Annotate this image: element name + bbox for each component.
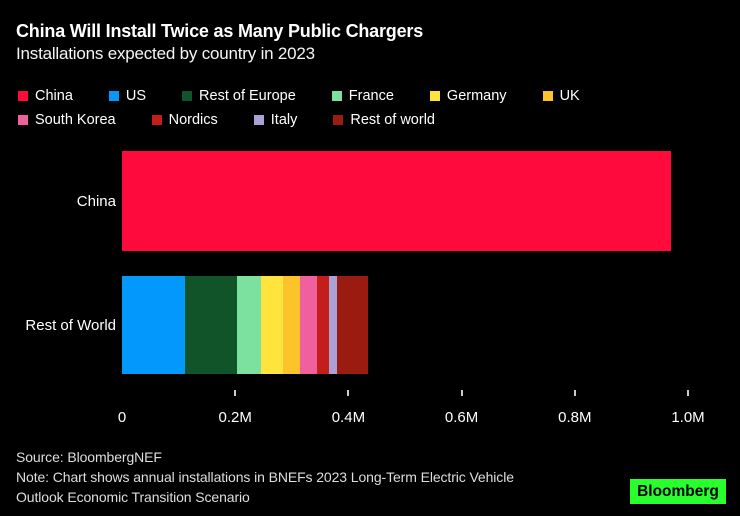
bar-segment-china: [122, 151, 671, 251]
x-axis-label-0: 0: [117, 409, 127, 426]
bar-segment-rest-of-world: [337, 276, 369, 374]
legend-swatch-us: [108, 91, 119, 101]
legend-swatch-italy: [253, 115, 264, 125]
legend-row-1: China US Rest of Europe France Germany UK: [18, 84, 580, 108]
category-label-rest-of-world: Rest of World: [25, 316, 116, 334]
bar-rest-of-world: [122, 276, 369, 374]
bar-segment-rest-of-europe: [185, 276, 238, 374]
x-axis-tick-0-6m: [460, 390, 463, 396]
legend-label-us: US: [125, 88, 147, 104]
note-text-line2: Outlook Economic Transition Scenario: [16, 489, 250, 505]
legend-label-uk: UK: [559, 88, 580, 104]
legend-item-nordics: Nordics: [151, 112, 218, 128]
note-text-line1: Note: Chart shows annual installations i…: [16, 469, 514, 485]
x-axis-label-0-4m: 0.4M: [331, 409, 366, 426]
chart-title: China Will Install Twice as Many Public …: [16, 21, 424, 41]
legend-item-uk: UK: [542, 88, 580, 104]
legend-label-germany: Germany: [446, 88, 507, 104]
x-axis-tick-0-4m: [347, 390, 350, 396]
legend-label-south-korea: South Korea: [35, 112, 116, 128]
bar-segment-uk: [282, 276, 300, 374]
legend-swatch-nordics: [151, 115, 162, 125]
legend-swatch-france: [331, 91, 342, 101]
footer: Source: BloombergNEF Note: Chart shows a…: [16, 447, 514, 507]
legend-row-2: South Korea Nordics Italy Rest of world: [18, 108, 580, 132]
bar-segment-us: [122, 276, 186, 374]
legend-label-rest-of-world: Rest of world: [350, 112, 435, 128]
bar-segment-nordics: [316, 276, 330, 374]
bloomberg-logo: Bloomberg: [630, 479, 726, 504]
legend-swatch-rest-of-europe: [182, 91, 193, 101]
legend-swatch-germany: [429, 91, 440, 101]
bar-segment-italy: [329, 276, 338, 374]
legend-item-germany: Germany: [429, 88, 507, 104]
x-axis-tick-0-2m: [234, 390, 237, 396]
legend-item-china: China: [18, 88, 73, 104]
legend-swatch-south-korea: [18, 115, 28, 125]
legend-label-france: France: [348, 88, 394, 104]
x-axis-label-0-6m: 0.6M: [444, 409, 479, 426]
source-text: Source: BloombergNEF: [16, 449, 162, 465]
legend-label-rest-of-europe: Rest of Europe: [199, 88, 296, 104]
category-label-china: China: [76, 192, 116, 210]
legend-item-rest-of-europe: Rest of Europe: [182, 88, 296, 104]
legend-item-france: France: [331, 88, 394, 104]
x-axis-tick-0-8m: [573, 390, 576, 396]
legend-label-nordics: Nordics: [168, 112, 218, 128]
legend: China US Rest of Europe France Germany UK Sout…: [18, 84, 580, 132]
legend-swatch-china: [18, 91, 28, 101]
legend-item-south-korea: South Korea: [18, 112, 116, 128]
bar-segment-south-korea: [299, 276, 317, 374]
bar-segment-france: [237, 276, 261, 374]
legend-item-italy: Italy: [253, 112, 298, 128]
x-axis-label-0-2m: 0.2M: [218, 409, 252, 426]
x-axis-label-0-8m: 0.8M: [558, 409, 592, 426]
legend-item-us: US: [108, 88, 147, 104]
x-axis-tick-1-0m: [687, 390, 689, 396]
x-axis-label-1-0m: 1.0M: [671, 409, 705, 426]
bar-china: [122, 151, 671, 251]
legend-item-rest-of-world: Rest of world: [333, 112, 435, 128]
legend-swatch-uk: [542, 91, 553, 101]
legend-swatch-rest-of-world: [333, 115, 344, 125]
chart-subtitle: Installations expected by country in 202…: [16, 44, 315, 63]
legend-label-italy: Italy: [270, 112, 298, 128]
legend-label-china: China: [35, 88, 73, 104]
bar-segment-germany: [260, 276, 283, 374]
